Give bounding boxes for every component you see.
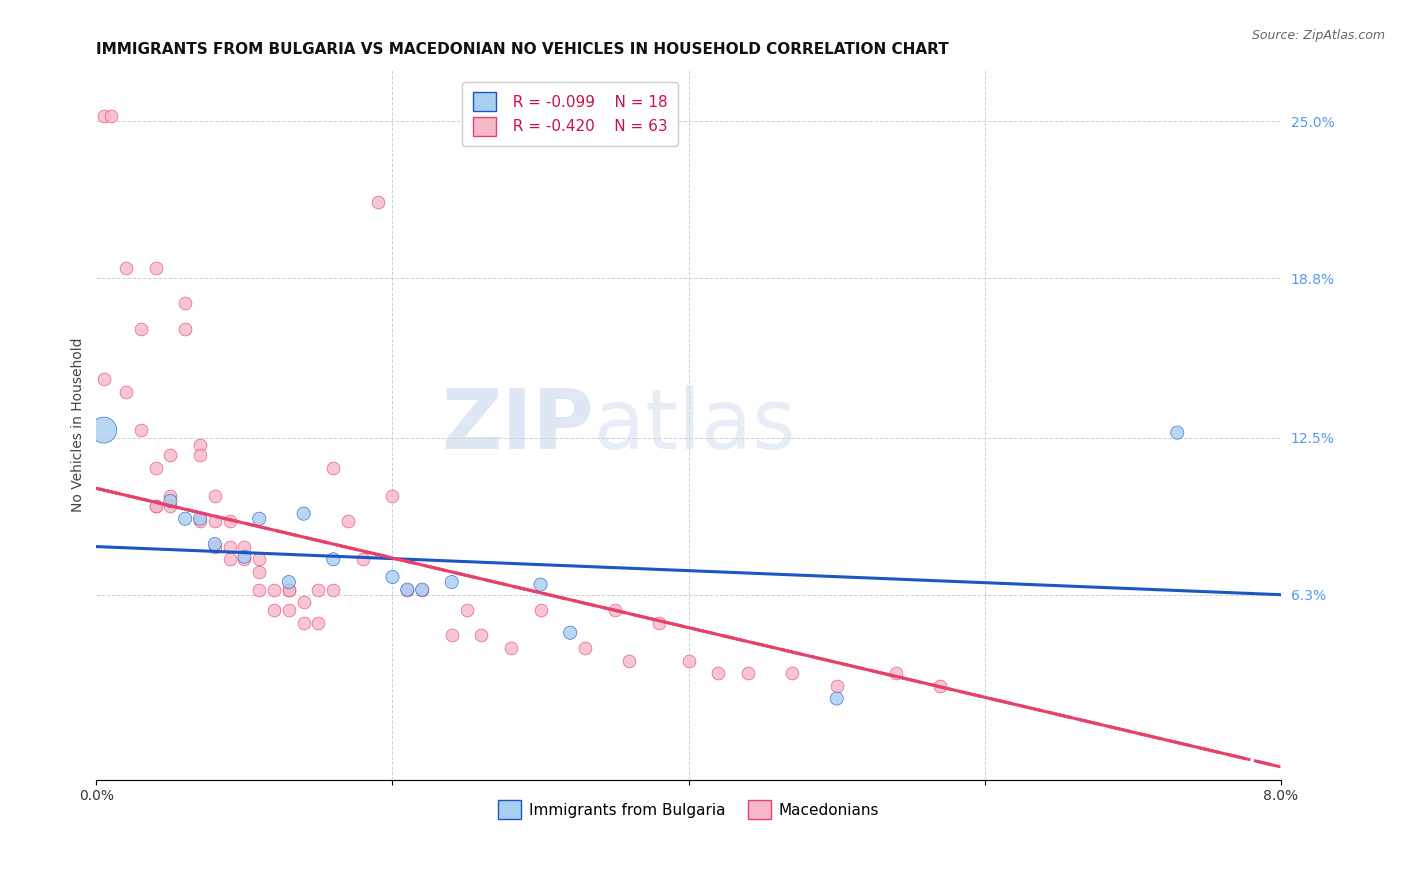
Point bbox=[322, 552, 344, 566]
Point bbox=[188, 514, 211, 528]
Point bbox=[188, 449, 211, 463]
Point bbox=[247, 565, 270, 579]
Point bbox=[218, 514, 240, 528]
Point bbox=[277, 582, 299, 597]
Point bbox=[159, 449, 181, 463]
Point bbox=[218, 540, 240, 554]
Point bbox=[352, 552, 374, 566]
Point bbox=[307, 615, 329, 630]
Point bbox=[159, 494, 181, 508]
Point bbox=[574, 640, 596, 655]
Point bbox=[277, 603, 299, 617]
Point bbox=[115, 260, 138, 275]
Point bbox=[233, 549, 256, 564]
Point bbox=[884, 666, 907, 681]
Point bbox=[782, 666, 804, 681]
Point bbox=[93, 109, 115, 123]
Point bbox=[174, 296, 197, 310]
Point bbox=[440, 575, 463, 590]
Text: ZIP: ZIP bbox=[441, 384, 593, 466]
Point bbox=[159, 489, 181, 503]
Point bbox=[381, 570, 404, 584]
Point bbox=[277, 582, 299, 597]
Point bbox=[411, 582, 433, 597]
Point bbox=[367, 195, 389, 210]
Point bbox=[204, 540, 226, 554]
Text: IMMIGRANTS FROM BULGARIA VS MACEDONIAN NO VEHICLES IN HOUSEHOLD CORRELATION CHAR: IMMIGRANTS FROM BULGARIA VS MACEDONIAN N… bbox=[97, 42, 949, 57]
Point bbox=[247, 552, 270, 566]
Point bbox=[218, 552, 240, 566]
Point bbox=[499, 640, 522, 655]
Legend: Immigrants from Bulgaria, Macedonians: Immigrants from Bulgaria, Macedonians bbox=[492, 794, 886, 825]
Point bbox=[707, 666, 730, 681]
Point bbox=[263, 603, 285, 617]
Point bbox=[174, 322, 197, 336]
Point bbox=[322, 461, 344, 475]
Point bbox=[93, 372, 115, 386]
Point bbox=[381, 489, 404, 503]
Point bbox=[233, 552, 256, 566]
Point bbox=[292, 595, 315, 609]
Point bbox=[145, 499, 167, 513]
Point bbox=[263, 582, 285, 597]
Point bbox=[233, 540, 256, 554]
Point bbox=[825, 691, 848, 706]
Point bbox=[277, 575, 299, 590]
Point bbox=[737, 666, 759, 681]
Point bbox=[188, 438, 211, 452]
Point bbox=[204, 537, 226, 551]
Point bbox=[93, 423, 115, 437]
Point bbox=[470, 628, 492, 642]
Point bbox=[115, 385, 138, 400]
Point bbox=[396, 582, 419, 597]
Point bbox=[396, 582, 419, 597]
Point bbox=[337, 514, 360, 528]
Y-axis label: No Vehicles in Household: No Vehicles in Household bbox=[72, 338, 86, 512]
Point bbox=[678, 654, 700, 668]
Point bbox=[529, 603, 551, 617]
Point bbox=[322, 582, 344, 597]
Point bbox=[603, 603, 626, 617]
Point bbox=[292, 615, 315, 630]
Point bbox=[247, 582, 270, 597]
Point bbox=[174, 512, 197, 526]
Point bbox=[247, 512, 270, 526]
Point bbox=[145, 499, 167, 513]
Point bbox=[159, 499, 181, 513]
Point bbox=[411, 582, 433, 597]
Point bbox=[307, 582, 329, 597]
Point bbox=[560, 625, 582, 640]
Text: Source: ZipAtlas.com: Source: ZipAtlas.com bbox=[1251, 29, 1385, 42]
Point bbox=[100, 109, 122, 123]
Point bbox=[145, 461, 167, 475]
Point bbox=[529, 577, 551, 591]
Point bbox=[619, 654, 641, 668]
Point bbox=[145, 260, 167, 275]
Point bbox=[456, 603, 478, 617]
Point bbox=[648, 615, 671, 630]
Point bbox=[188, 512, 211, 526]
Point bbox=[1166, 425, 1188, 440]
Point bbox=[204, 514, 226, 528]
Point bbox=[129, 423, 152, 437]
Point bbox=[929, 679, 952, 693]
Point bbox=[825, 679, 848, 693]
Point bbox=[129, 322, 152, 336]
Text: atlas: atlas bbox=[593, 384, 796, 466]
Point bbox=[204, 489, 226, 503]
Point bbox=[440, 628, 463, 642]
Point bbox=[292, 507, 315, 521]
